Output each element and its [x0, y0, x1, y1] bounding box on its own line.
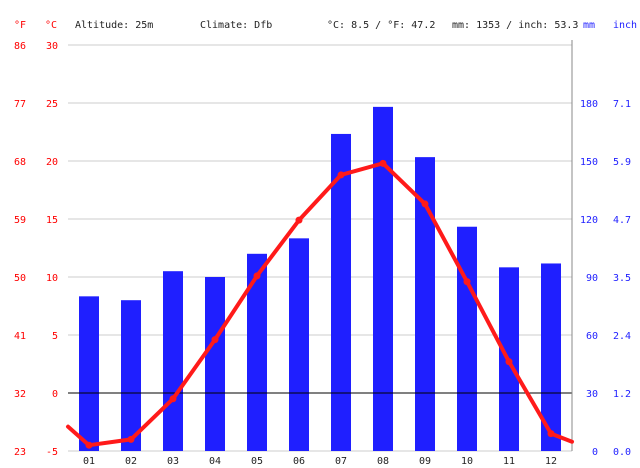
unit-fahrenheit-label: °F — [14, 20, 26, 31]
fahrenheit-tick-label: 50 — [14, 273, 26, 284]
fahrenheit-tick-label: 59 — [14, 215, 26, 226]
month-tick-label: 09 — [419, 456, 431, 467]
inch-tick-label: 7.1 — [613, 99, 631, 110]
temperature-average-label: °C: 8.5 / °F: 47.2 — [327, 20, 435, 31]
temperature-point — [211, 336, 219, 344]
temperature-point — [127, 435, 135, 443]
month-tick-label: 05 — [251, 456, 263, 467]
month-tick-label: 04 — [209, 456, 221, 467]
inch-tick-label: 1.2 — [613, 389, 631, 400]
mm-tick-label: 60 — [586, 331, 598, 342]
celsius-tick-label: 20 — [46, 157, 58, 168]
mm-tick-label: 120 — [580, 215, 598, 226]
month-tick-label: 12 — [545, 456, 557, 467]
celsius-tick-label: 10 — [46, 273, 58, 284]
celsius-tick-label: 5 — [52, 331, 58, 342]
inch-tick-label: 0.0 — [613, 447, 631, 458]
inch-tick-label: 5.9 — [613, 157, 631, 168]
mm-tick-label: 150 — [580, 157, 598, 168]
precipitation-bar — [457, 226, 477, 451]
precipitation-bar — [289, 238, 309, 451]
mm-tick-label: 90 — [586, 273, 598, 284]
unit-celsius-label: °C — [45, 20, 57, 31]
altitude-label: Altitude: 25m — [75, 20, 153, 31]
temperature-point — [379, 159, 387, 167]
temperature-point — [421, 200, 429, 208]
precipitation-bar — [247, 253, 267, 451]
temperature-line — [66, 159, 574, 449]
temperature-point — [337, 171, 345, 179]
fahrenheit-tick-label: 86 — [14, 41, 26, 52]
precipitation-bars — [79, 106, 561, 451]
celsius-tick-label: 25 — [46, 99, 58, 110]
unit-mm-label: mm — [583, 20, 595, 31]
fahrenheit-tick-label: 32 — [14, 389, 26, 400]
fahrenheit-tick-label: 41 — [14, 331, 26, 342]
precipitation-bar — [541, 263, 561, 451]
precipitation-total-label: mm: 1353 / inch: 53.3 — [452, 20, 578, 31]
temperature-point — [295, 216, 303, 224]
fahrenheit-tick-label: 77 — [14, 99, 26, 110]
mm-tick-label: 30 — [586, 389, 598, 400]
celsius-tick-label: 0 — [52, 389, 58, 400]
celsius-tick-label: -5 — [46, 447, 58, 458]
inch-tick-label: 3.5 — [613, 273, 631, 284]
month-tick-label: 11 — [503, 456, 515, 467]
mm-tick-label: 0 — [592, 447, 598, 458]
precipitation-bar — [205, 277, 225, 451]
mm-tick-label: 180 — [580, 99, 598, 110]
month-tick-label: 01 — [83, 456, 95, 467]
temperature-line-path — [66, 161, 574, 448]
month-tick-label: 02 — [125, 456, 137, 467]
month-tick-label: 10 — [461, 456, 473, 467]
fahrenheit-tick-label: 68 — [14, 157, 26, 168]
celsius-tick-label: 15 — [46, 215, 58, 226]
temperature-point — [85, 441, 93, 449]
month-tick-label: 08 — [377, 456, 389, 467]
climate-label: Climate: Dfb — [200, 20, 272, 31]
precipitation-bar — [79, 296, 99, 451]
precipitation-bar — [415, 157, 435, 451]
axis-tick-labels: 23 -5 32 0 41 5 50 10 59 15 68 20 77 25 86 30 0 0.0 30 1.2 6… — [14, 41, 631, 467]
precipitation-bar — [373, 106, 393, 451]
temperature-point — [169, 395, 177, 403]
month-tick-label: 07 — [335, 456, 347, 467]
temperature-point — [547, 430, 555, 438]
precipitation-bar — [331, 133, 351, 451]
temperature-point — [505, 358, 513, 366]
celsius-tick-label: 30 — [46, 41, 58, 52]
inch-tick-label: 2.4 — [613, 331, 631, 342]
unit-inch-label: inch — [613, 20, 637, 31]
grid-lines — [68, 44, 572, 452]
precipitation-bar — [163, 271, 183, 451]
inch-tick-label: 4.7 — [613, 215, 631, 226]
month-tick-label: 06 — [293, 456, 305, 467]
fahrenheit-tick-label: 23 — [14, 447, 26, 458]
precipitation-bar — [121, 300, 141, 451]
month-tick-label: 03 — [167, 456, 179, 467]
temperature-point — [463, 278, 471, 286]
temperature-point — [253, 272, 261, 280]
